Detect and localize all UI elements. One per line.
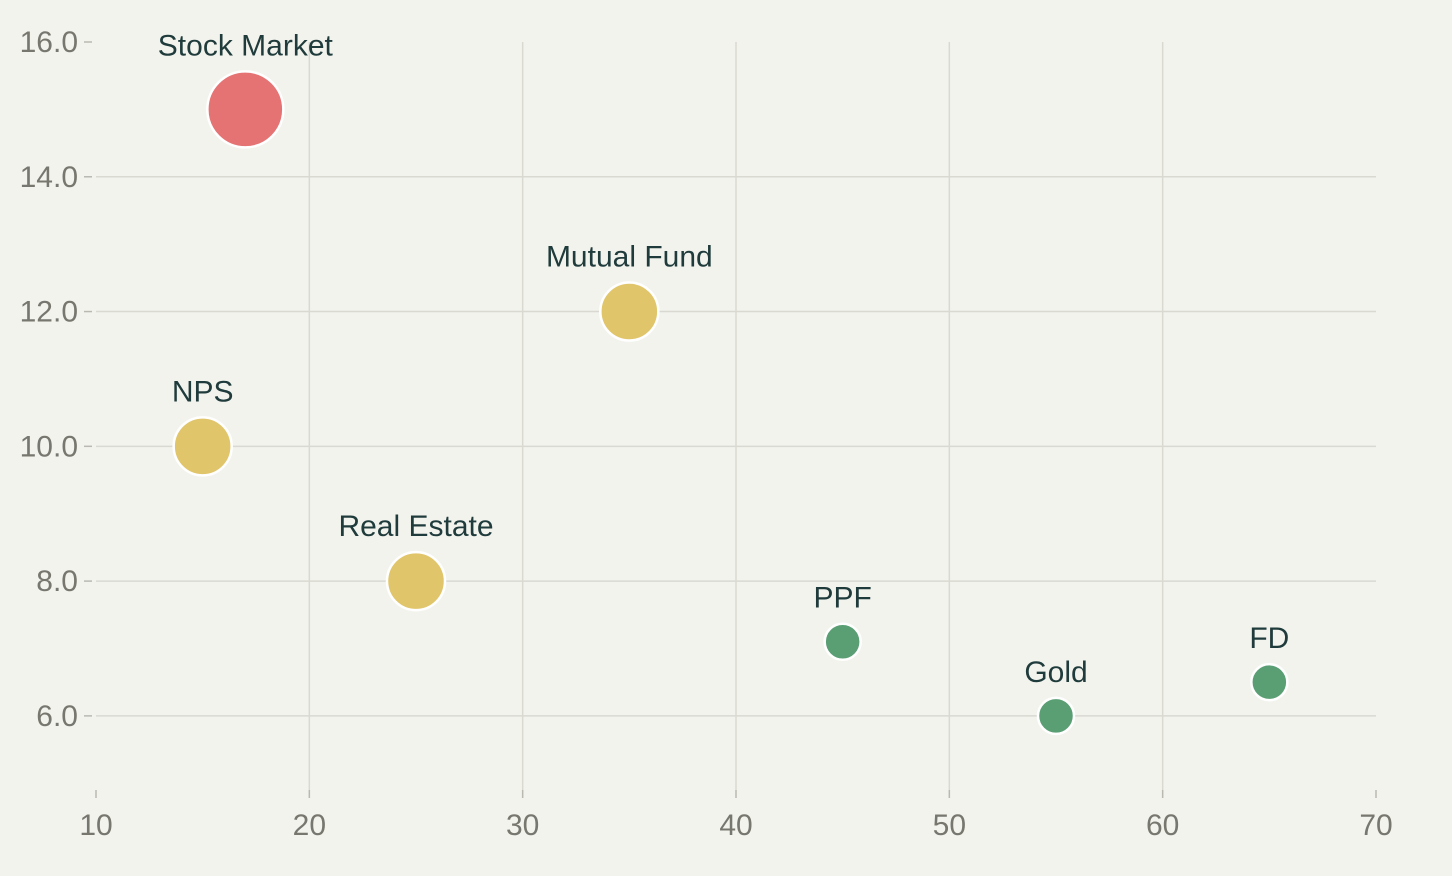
y-tick-label-14: 14.0 [20,161,78,194]
bubble-real-estate[interactable] [385,550,447,612]
y-tick-label-10: 10.0 [20,430,78,463]
label-mutual-fund: Mutual Fund [546,241,713,274]
x-tick-label-40: 40 [719,809,752,842]
data-labels: Stock Market Mutual Fund NPS Real Estate PPF… [158,29,1290,688]
y-tick-label-8: 8.0 [36,565,78,598]
x-tick-label-30: 30 [506,809,539,842]
y-tick-label-16: 16.0 [20,26,78,59]
bubble-ppf[interactable] [823,622,862,661]
x-tick-label-50: 50 [933,809,966,842]
label-nps: NPS [172,375,234,408]
bubble-fd[interactable] [1250,662,1289,702]
label-gold: Gold [1024,656,1087,689]
data-points [172,70,1289,736]
x-tick-label-70: 70 [1359,809,1392,842]
y-tick-label-12: 12.0 [20,296,78,329]
x-tick-label-20: 20 [293,809,326,842]
grid [96,42,1376,790]
bubble-gold[interactable] [1036,696,1076,736]
label-fd: FD [1249,622,1289,655]
bubble-mutual-fund[interactable] [599,281,660,342]
label-real-estate: Real Estate [338,510,493,543]
x-tick-label-10: 10 [79,809,112,842]
axes: 10 20 30 40 50 60 70 6.0 8.0 10.0 12.0 14.0 16.0 [20,26,1393,842]
y-tick-label-6: 6.0 [36,700,78,733]
bubble-stock-market[interactable] [206,70,285,149]
label-stock-market: Stock Market [158,29,334,62]
bubble-nps[interactable] [172,416,233,477]
label-ppf: PPF [813,582,871,615]
x-tick-label-60: 60 [1146,809,1179,842]
